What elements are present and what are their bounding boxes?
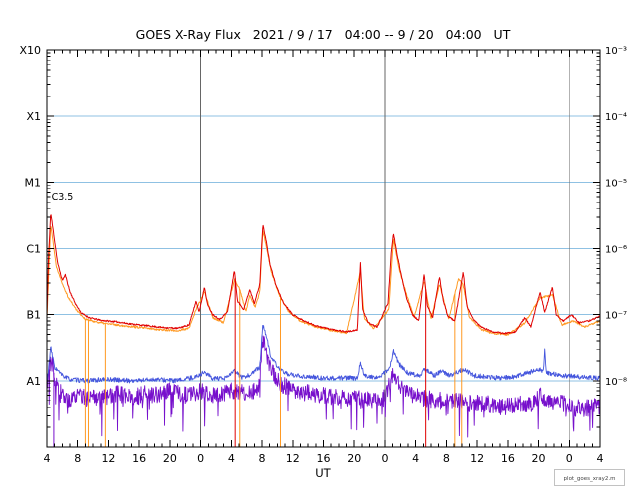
flare-annotation-c35: C3.5: [52, 192, 74, 203]
svg-text:12: 12: [101, 452, 115, 465]
svg-text:A1: A1: [26, 375, 41, 388]
svg-text:8: 8: [443, 452, 450, 465]
svg-text:10⁻⁸: 10⁻⁸: [605, 377, 627, 388]
series-xray-short-secondary: [46, 335, 601, 438]
svg-text:10⁻⁴: 10⁻⁴: [605, 112, 627, 123]
svg-text:10⁻⁷: 10⁻⁷: [605, 311, 627, 322]
x-axis-title: UT: [315, 466, 331, 480]
axis-tick-labels: 4 8 12 16 20 0 4 8 12 16 20 0 4 8 12 16 20 0 4 X10 X1 M1 C1 B1 A…: [19, 44, 627, 465]
svg-text:4: 4: [412, 452, 419, 465]
series-xray-long-primary: [46, 214, 601, 335]
series-lines: [46, 214, 601, 447]
svg-text:10⁻³: 10⁻³: [605, 46, 627, 57]
svg-text:0: 0: [197, 452, 204, 465]
series-xray-long-secondary: [46, 226, 601, 336]
svg-text:16: 16: [501, 452, 515, 465]
svg-text:0: 0: [566, 452, 573, 465]
svg-text:M1: M1: [25, 176, 42, 189]
svg-text:4: 4: [597, 452, 604, 465]
svg-text:0: 0: [381, 452, 388, 465]
svg-text:16: 16: [317, 452, 331, 465]
credit-border: [554, 469, 625, 486]
svg-text:C1: C1: [26, 243, 41, 256]
credit-text: plot_goes_xray2.m: [564, 476, 616, 482]
svg-text:8: 8: [259, 452, 266, 465]
svg-text:12: 12: [286, 452, 300, 465]
svg-text:10⁻⁶: 10⁻⁶: [605, 245, 627, 256]
svg-text:12: 12: [470, 452, 484, 465]
series-xray-short-primary: [46, 325, 601, 384]
svg-text:20: 20: [532, 452, 546, 465]
svg-text:X10: X10: [19, 44, 41, 57]
svg-text:8: 8: [74, 452, 81, 465]
plot-credit-box: plot_goes_xray2.m: [554, 469, 625, 486]
svg-text:20: 20: [163, 452, 177, 465]
svg-text:16: 16: [132, 452, 146, 465]
svg-text:4: 4: [228, 452, 235, 465]
chart-title: GOES X-Ray Flux 2021 / 9 / 17 04:00 -- 9…: [136, 27, 511, 42]
svg-text:20: 20: [347, 452, 361, 465]
svg-text:X1: X1: [26, 110, 41, 123]
svg-text:10⁻⁵: 10⁻⁵: [605, 178, 627, 189]
svg-text:4: 4: [44, 452, 51, 465]
svg-text:B1: B1: [26, 309, 41, 322]
axes-frame: [46, 49, 601, 448]
